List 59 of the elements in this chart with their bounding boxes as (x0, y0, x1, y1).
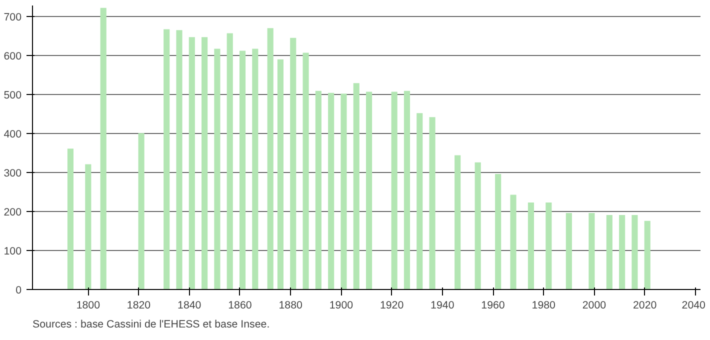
bar (176, 30, 182, 290)
bar (619, 214, 626, 290)
bar (202, 37, 208, 290)
x-tick-label: 1940 (430, 300, 454, 312)
bar (353, 83, 360, 290)
bar (164, 29, 170, 290)
bar (495, 174, 502, 290)
x-tick-label: 1980 (532, 300, 556, 312)
bar (85, 164, 92, 290)
bar (404, 90, 410, 290)
x-tick-label: 1900 (329, 300, 354, 312)
y-tick-label: 0 (16, 284, 22, 296)
x-tick-label: 1840 (178, 300, 202, 312)
bar (391, 92, 398, 290)
bar (429, 117, 436, 290)
x-tick-label: 1920 (380, 300, 404, 312)
y-tick-label: 100 (4, 245, 22, 258)
bar (290, 38, 296, 290)
bar (546, 202, 552, 290)
bar (454, 155, 461, 290)
bar (138, 133, 144, 290)
x-tick-label: 1800 (76, 300, 100, 312)
source-note: Sources : base Cassini de l'EHESS et base Insee. (32, 318, 270, 330)
bar (606, 214, 612, 290)
y-tick-label: 700 (4, 11, 22, 24)
y-tick-label: 600 (4, 50, 22, 62)
y-tick-label: 400 (4, 128, 22, 140)
bar (328, 92, 334, 290)
bar (188, 37, 195, 290)
bar (100, 8, 106, 290)
y-tick-label: 300 (4, 167, 22, 180)
bar (632, 214, 638, 290)
bar (474, 162, 481, 290)
bar (588, 213, 595, 290)
bar (416, 113, 423, 290)
y-tick-label: 200 (4, 206, 22, 218)
bar (302, 52, 309, 290)
x-tick-label: 1960 (481, 300, 505, 312)
bar (226, 33, 233, 290)
bar (267, 28, 274, 290)
bar (644, 220, 650, 290)
x-tick-label: 1880 (278, 300, 303, 312)
x-tick-label: 2040 (682, 300, 706, 312)
bar (510, 194, 516, 290)
x-tick-label: 2000 (582, 300, 606, 312)
bar (252, 48, 258, 290)
x-tick-label: 1860 (228, 300, 252, 312)
bar (566, 213, 572, 290)
y-tick-label: 500 (4, 89, 22, 102)
bar (366, 92, 372, 290)
bar (214, 48, 220, 290)
x-tick-label: 1820 (126, 300, 151, 312)
bar (277, 59, 284, 290)
bar (67, 148, 74, 290)
bar (315, 90, 322, 290)
bar (528, 202, 534, 290)
x-tick-label: 2020 (632, 300, 657, 312)
bar (340, 94, 347, 290)
bar (239, 50, 246, 290)
